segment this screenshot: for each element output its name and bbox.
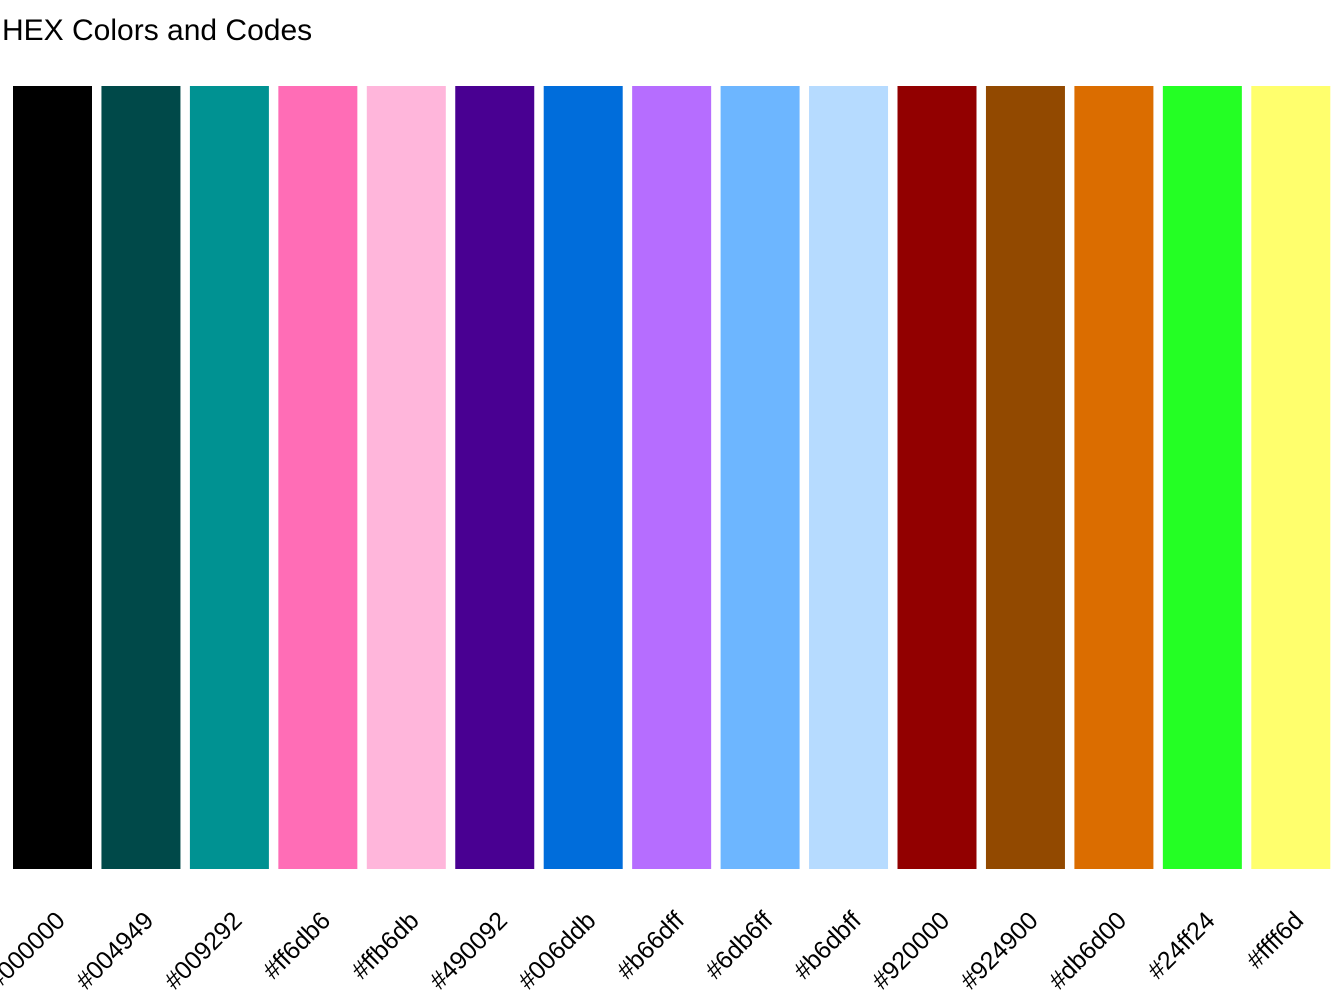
swatch-label: #004949 <box>71 906 160 995</box>
swatch-label: #924900 <box>955 906 1044 995</box>
color-swatch <box>985 86 1065 869</box>
color-swatch <box>455 86 535 869</box>
swatch-label: #6db6ff <box>700 906 778 984</box>
color-swatch <box>632 86 712 869</box>
color-swatch <box>13 86 92 869</box>
color-swatch <box>1251 86 1331 869</box>
color-swatch <box>720 86 800 869</box>
color-swatch <box>189 86 269 869</box>
color-swatch <box>1162 86 1242 869</box>
swatch-label: #ff6db6 <box>258 906 336 984</box>
swatch-label: #db6d00 <box>1044 906 1133 995</box>
color-swatch <box>543 86 623 869</box>
swatch-label: #ffff6d <box>1241 906 1309 974</box>
swatch-label: #24ff24 <box>1142 906 1221 985</box>
color-swatch <box>1074 86 1154 869</box>
swatch-label: #490092 <box>424 906 513 995</box>
swatch-label: #b6dbff <box>788 906 866 984</box>
color-swatch <box>101 86 181 869</box>
swatch-label: #ffb6db <box>346 906 424 984</box>
title: HEX Colors and Codes <box>2 14 312 47</box>
swatch-label: #920000 <box>867 906 956 995</box>
color-swatch <box>897 86 977 869</box>
swatch-label: #009292 <box>159 906 248 995</box>
swatch-label: #006ddb <box>513 906 602 995</box>
swatch-label: #000000 <box>0 906 71 995</box>
color-swatch <box>809 86 889 869</box>
color-swatch <box>366 86 446 869</box>
color-swatch <box>278 86 358 869</box>
swatch-label: #b66dff <box>611 906 689 984</box>
